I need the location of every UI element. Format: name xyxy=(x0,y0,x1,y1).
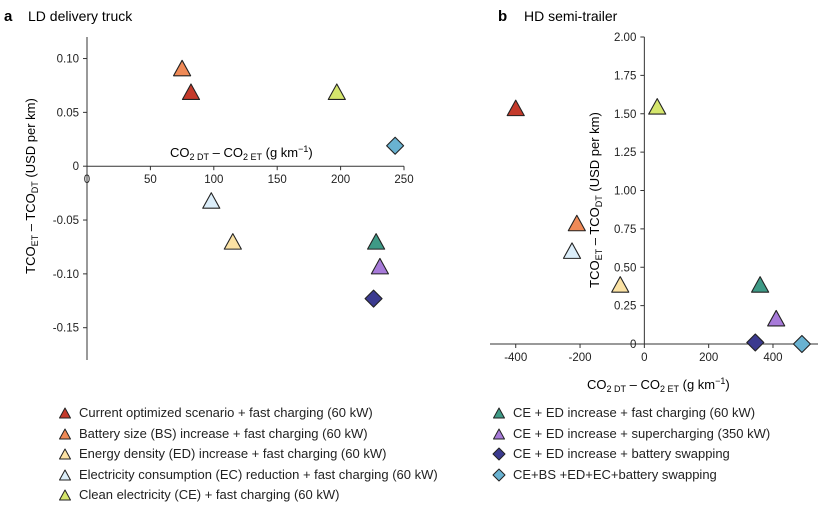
diamond-marker-icon xyxy=(492,468,506,482)
triangle-marker-icon xyxy=(58,447,72,461)
legend-item-current: Current optimized scenario + fast chargi… xyxy=(58,403,438,424)
panel-b-title: HD semi-trailer xyxy=(524,8,618,24)
triangle-marker-icon xyxy=(58,488,72,502)
legend-item-ce_all_swap: CE+BS +ED+EC+battery swapping xyxy=(492,465,770,486)
panel-a-letter: a xyxy=(4,8,13,25)
legend-item-ce_ed_fast: CE + ED increase + fast charging (60 kW) xyxy=(492,403,770,424)
panel-b: b HD semi-trailer CO2 DT – CO2 ET (g km−… xyxy=(490,8,818,394)
triangle-marker-icon xyxy=(58,427,72,441)
triangle-marker-icon xyxy=(492,406,506,420)
panel-b-letter: b xyxy=(498,8,507,25)
point-ce_ed_super xyxy=(370,257,390,275)
panel-a-xtick-label: 50 xyxy=(144,174,157,186)
panel-a-xtick-label: 250 xyxy=(394,174,413,186)
legend-right: CE + ED increase + fast charging (60 kW)… xyxy=(492,403,770,485)
legend-item-clean: Clean electricity (CE) + fast charging (… xyxy=(58,485,438,506)
triangle-marker-icon xyxy=(58,468,72,482)
panel-b-xtick-label: 200 xyxy=(699,352,718,364)
panel-b-ytick-label: 0.25 xyxy=(614,301,636,313)
diamond-marker-icon xyxy=(492,447,506,461)
panel-b-xtick-label: 0 xyxy=(641,352,647,364)
panel-a: a LD delivery truck CO2 DT – CO2 ET (g k… xyxy=(4,8,414,360)
point-ed xyxy=(611,276,630,293)
panel-b-ytick-label: 1.50 xyxy=(614,109,636,121)
legend-item-ce_ed_super: CE + ED increase + supercharging (350 kW… xyxy=(492,424,770,445)
panel-a-xtick-label: 150 xyxy=(268,174,287,186)
triangle-marker-icon xyxy=(492,427,506,441)
panel-b-ytick-label: 2.00 xyxy=(614,32,636,44)
panel-b-xtick-label: 400 xyxy=(763,352,782,364)
panel-b-xtick-label: -200 xyxy=(569,352,592,364)
point-bs xyxy=(567,214,586,232)
point-ec xyxy=(202,192,221,209)
panel-b-ytick-label: 1.75 xyxy=(614,70,636,82)
point-ce_all_swap xyxy=(386,136,405,155)
legend-label: CE + ED increase + supercharging (350 kW… xyxy=(513,425,771,441)
legend-label: Current optimized scenario + fast chargi… xyxy=(79,405,373,420)
point-current xyxy=(181,83,201,101)
point-ce_ed_fast xyxy=(751,276,770,293)
legend-label: CE+BS +ED+EC+battery swapping xyxy=(513,466,717,482)
legend-item-ce_ed_swap: CE + ED increase + battery swapping xyxy=(492,444,770,465)
legend-item-ec: Electricity consumption (EC) reduction +… xyxy=(58,465,438,486)
panel-b-xtick-label: -400 xyxy=(504,352,527,364)
panel-a-xtick-label: 0 xyxy=(84,174,90,186)
panel-a-xtick-label: 200 xyxy=(331,174,350,186)
triangle-marker-icon xyxy=(58,406,72,420)
point-clean xyxy=(327,83,346,101)
point-ce_all_swap xyxy=(792,334,811,354)
point-ce_ed_swap xyxy=(364,289,383,308)
panel-a-ytick-label: -0.10 xyxy=(53,269,79,281)
legend-item-bs: Battery size (BS) increase + fast chargi… xyxy=(58,424,438,445)
legend-label: CE + ED increase + battery swapping xyxy=(513,446,730,461)
panel-b-ytick-label: 0 xyxy=(630,339,636,351)
point-ce_ed_fast xyxy=(367,233,386,250)
panel-b-ytick-label: 1.25 xyxy=(614,147,636,159)
legend-label: Energy density (ED) increase + fast char… xyxy=(79,446,387,461)
panel-a-ytick-label: -0.05 xyxy=(53,215,79,227)
point-ce_ed_super xyxy=(767,309,786,327)
legend-label: Battery size (BS) increase + fast chargi… xyxy=(79,425,368,441)
panel-a-title: LD delivery truck xyxy=(28,8,133,24)
point-bs xyxy=(173,59,192,77)
panel-a-ytick-label: 0 xyxy=(73,161,79,173)
point-ce_ed_swap xyxy=(746,333,765,352)
point-current xyxy=(506,99,525,117)
panel-a-ytick-label: 0.10 xyxy=(57,54,79,66)
panel-b-xlabel: CO2 DT – CO2 ET (g km−1) xyxy=(587,376,730,394)
panel-b-ytick-label: 0.50 xyxy=(614,262,636,274)
point-ec xyxy=(562,242,582,259)
point-ed xyxy=(223,233,242,250)
legend-left: Current optimized scenario + fast chargi… xyxy=(58,403,438,506)
legend-label: Clean electricity (CE) + fast charging (… xyxy=(79,487,340,502)
panel-b-ytick-label: 1.00 xyxy=(614,186,636,198)
legend-item-ed: Energy density (ED) increase + fast char… xyxy=(58,444,438,465)
panel-a-xlabel: CO2 DT – CO2 ET (g km−1) xyxy=(170,144,313,162)
legend-label: Electricity consumption (EC) reduction +… xyxy=(79,466,438,482)
legend-label: CE + ED increase + fast charging (60 kW) xyxy=(513,405,756,420)
panel-b-ytick-label: 0.75 xyxy=(614,224,636,236)
point-clean xyxy=(648,98,667,115)
panel-a-ytick-label: -0.15 xyxy=(53,323,79,335)
panel-a-xtick-label: 100 xyxy=(204,174,223,186)
panel-b-ylabel: TCOET – TCODT (USD per km) xyxy=(587,112,604,288)
panel-a-ytick-label: 0.05 xyxy=(57,107,79,119)
panel-a-ylabel: TCOET – TCODT (USD per km) xyxy=(23,98,40,274)
